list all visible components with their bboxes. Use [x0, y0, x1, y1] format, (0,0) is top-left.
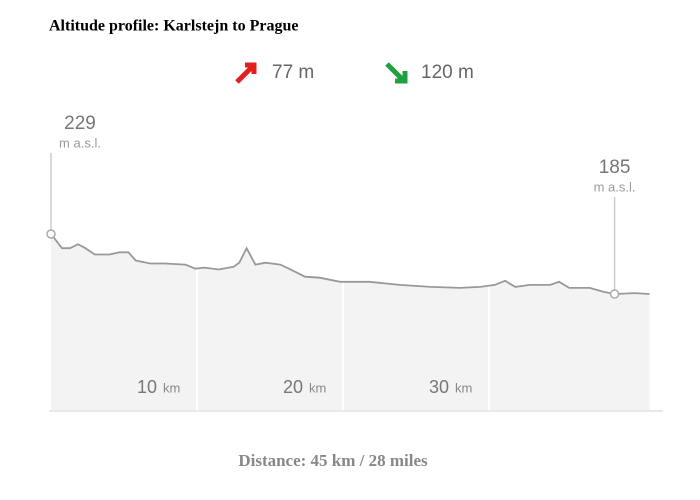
- line: [50, 233, 650, 295]
- x-tick-unit: km: [309, 380, 326, 395]
- x-tick-unit: km: [455, 380, 472, 395]
- footer: Distance: 45 km / 28 miles: [238, 451, 428, 470]
- x-tick-label: 20: [283, 377, 303, 397]
- descent-label: 120 m: [421, 62, 474, 83]
- ascent-label: 77 m: [272, 62, 314, 83]
- x-tick-label: 30: [429, 377, 449, 397]
- annotation-unit: m a.s.l.: [59, 135, 101, 150]
- annotation-value: 229: [64, 113, 96, 134]
- chart-title: Altitude profile: Karlstejn to Prague: [49, 18, 298, 35]
- annotation-unit: m a.s.l.: [594, 179, 636, 194]
- x-tick-label: 10: [137, 377, 157, 397]
- point-marker: [609, 289, 620, 299]
- ascent-icon: [235, 62, 257, 84]
- descent-icon: [385, 62, 408, 84]
- point-marker: [46, 229, 56, 239]
- annotation-value: 185: [599, 157, 631, 178]
- area: [51, 234, 650, 410]
- x-tick-unit: km: [163, 380, 180, 395]
